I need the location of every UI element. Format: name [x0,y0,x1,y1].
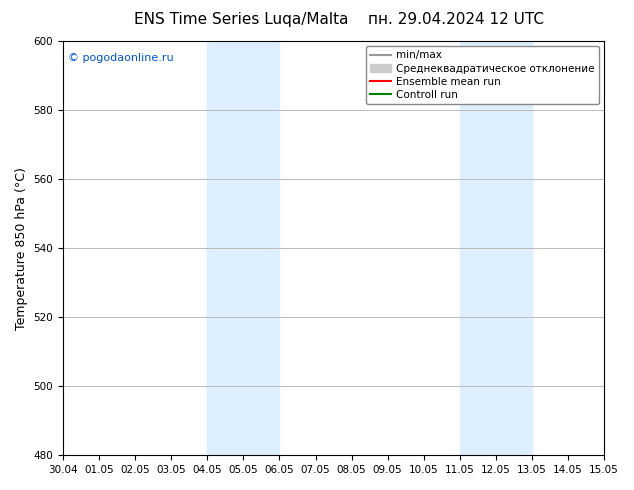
Text: пн. 29.04.2024 12 UTC: пн. 29.04.2024 12 UTC [368,12,545,27]
Y-axis label: Temperature 850 hPa (°C): Temperature 850 hPa (°C) [15,167,28,330]
Bar [460,41,532,455]
Bar [207,41,280,455]
Text: ENS Time Series Luqa/Malta: ENS Time Series Luqa/Malta [134,12,348,27]
Legend: min/max, Среднеквадратическое отклонение, Ensemble mean run, Controll run: min/max, Среднеквадратическое отклонение… [366,46,599,104]
Text: © pogodaonline.ru: © pogodaonline.ru [68,53,174,64]
